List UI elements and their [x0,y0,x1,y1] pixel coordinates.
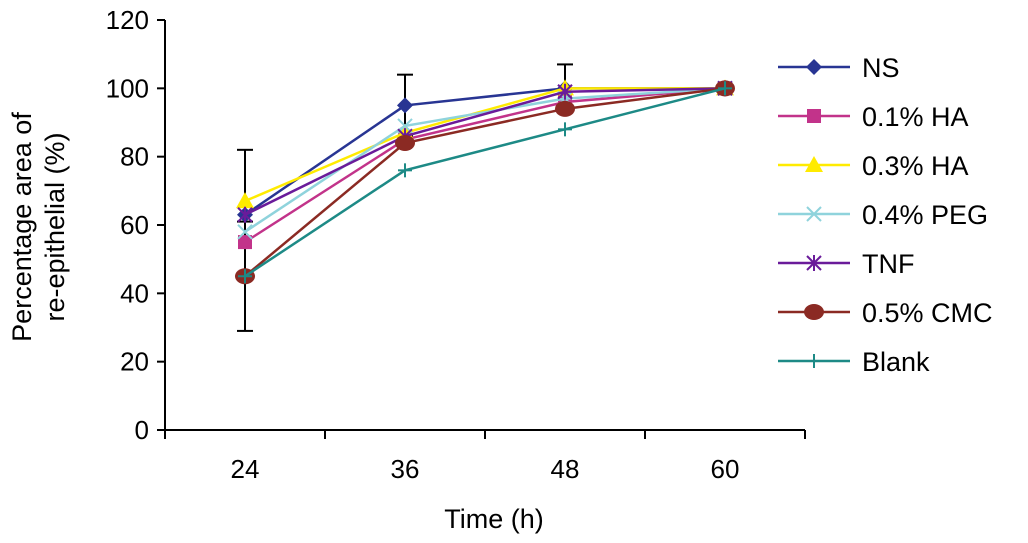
legend-item: NS [778,53,900,83]
y-tick-label: 40 [120,278,149,308]
data-point [236,192,254,209]
y-tick-label: 20 [120,347,149,377]
legend-marker [804,304,824,320]
data-point [718,81,732,96]
series-line [244,87,726,233]
series-line [244,87,726,216]
y-axis-title: Percentage area of re-epithelial (%) [7,112,70,342]
series-ns [237,80,733,223]
data-point [557,83,573,100]
marker-stroke [806,206,822,222]
legend: NS 0.1% HA 0.3% HA 0.4% PEG TNF 0.5% CMC Blank [778,53,993,377]
legend-marker [807,109,821,123]
legend-marker [807,354,821,368]
legend-marker [806,59,822,75]
legend-label: 0.1% HA [862,102,969,132]
legend-label: 0.3% HA [862,151,969,181]
x-tick-label: 36 [391,454,420,484]
legend-marker [805,156,823,172]
series-blank [238,81,732,284]
data-point [398,163,412,178]
legend-marker [806,255,822,271]
legend-item: 0.4% PEG [778,200,988,230]
data-point [555,100,575,117]
data-point [238,235,252,250]
data-point [237,206,253,223]
x-tick-label: 24 [231,454,260,484]
legend-label: Blank [862,347,930,377]
plot-area: 0 20 40 60 80 100 120 24 36 48 60 [106,5,806,484]
y-axis-title-line-1: Percentage area of [7,112,37,342]
legend-label: 0.5% CMC [862,298,993,328]
y-tick-label: 80 [120,142,149,172]
y-tick-label: 60 [120,210,149,240]
series-line [244,87,726,244]
legend-item: 0.5% CMC [778,298,993,328]
data-point [395,135,415,151]
x-tick-label: 60 [711,454,740,484]
legend-label: TNF [862,249,914,279]
marker-stroke [237,224,253,240]
data-point [397,97,413,114]
y-tick-label: 100 [106,73,149,103]
series-line [244,87,725,203]
legend-marker [806,206,822,222]
y-axis-title-line-2: re-epithelial (%) [40,132,70,321]
series-line [244,87,726,278]
legend-item: TNF [778,249,914,279]
series-0-5-cmc [235,80,735,285]
data-point [238,269,252,284]
x-tick-label: 48 [551,454,580,484]
legend-label: NS [862,53,900,83]
legend-item: Blank [778,347,930,377]
data-point [558,122,572,137]
y-tick-label: 120 [106,5,149,35]
data-point [237,224,253,240]
legend-item: 0.3% HA [778,151,969,181]
y-tick-label: 0 [135,415,149,445]
x-axis-title: Time (h) [444,504,544,534]
series-line [244,87,726,278]
legend-item: 0.1% HA [778,102,969,132]
legend-label: 0.4% PEG [862,200,988,230]
series-tnf [237,80,733,223]
